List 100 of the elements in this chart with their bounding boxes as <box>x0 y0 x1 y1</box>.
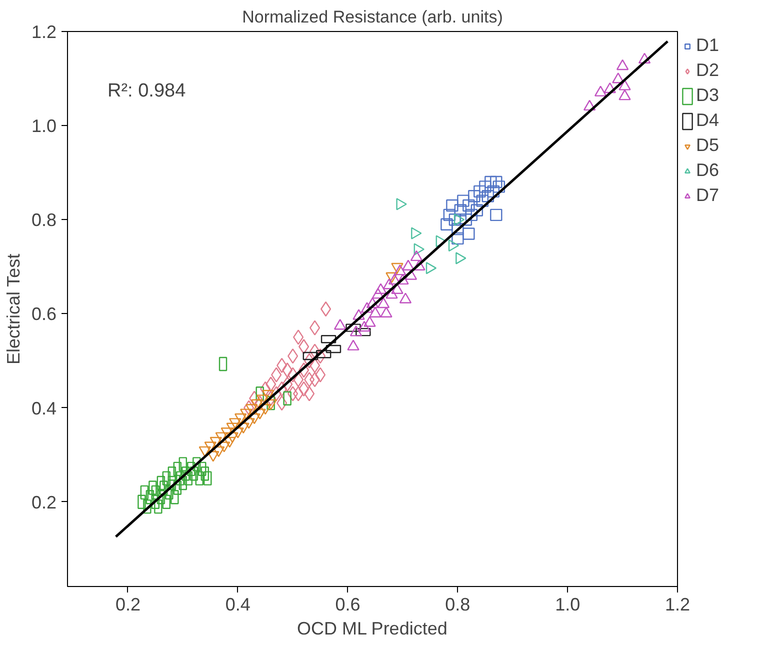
point <box>212 446 225 458</box>
point <box>394 264 406 276</box>
point <box>234 413 247 424</box>
point <box>315 367 326 382</box>
y-tick-label: 0.6 <box>31 304 57 324</box>
point <box>474 185 486 198</box>
point <box>242 418 255 429</box>
point <box>468 190 480 202</box>
point <box>248 413 260 424</box>
point <box>382 278 396 290</box>
x-tick-label: 0.2 <box>115 594 140 614</box>
point <box>360 302 374 313</box>
point <box>310 320 320 336</box>
point <box>391 283 404 294</box>
point <box>298 362 310 378</box>
point <box>377 297 390 308</box>
x-tick-label: 0.8 <box>445 594 470 614</box>
point <box>443 208 456 222</box>
point <box>310 344 320 359</box>
y-tick-label: 1.2 <box>31 22 57 42</box>
point <box>460 214 472 226</box>
point <box>232 428 244 438</box>
point <box>454 204 467 216</box>
legend-label: D4 <box>696 110 720 131</box>
legend-label: D2 <box>696 60 720 81</box>
point <box>262 390 274 401</box>
point <box>413 260 426 270</box>
point <box>487 185 500 198</box>
point <box>440 218 453 230</box>
point <box>479 180 492 193</box>
point <box>304 353 315 368</box>
point <box>366 297 379 308</box>
point <box>352 309 365 320</box>
point <box>465 208 478 222</box>
point <box>210 436 222 448</box>
point <box>293 386 304 402</box>
point <box>204 442 216 452</box>
x-axis-title: OCD ML Predicted <box>296 618 448 638</box>
point <box>259 404 272 415</box>
point <box>396 274 409 285</box>
point <box>448 214 462 226</box>
point <box>282 376 293 392</box>
point <box>396 198 407 210</box>
point <box>218 442 230 452</box>
point <box>246 404 258 415</box>
point <box>298 339 310 354</box>
point <box>288 386 298 402</box>
point <box>224 436 236 448</box>
point <box>198 446 211 458</box>
x-tick-label: 0.4 <box>225 594 250 614</box>
point <box>374 283 387 294</box>
point <box>282 362 293 378</box>
point <box>490 208 502 222</box>
y-axis-title: Electrical Test <box>3 254 24 365</box>
point <box>410 250 423 262</box>
point <box>254 408 266 420</box>
point <box>350 326 362 336</box>
legend-label: D6 <box>696 160 720 181</box>
point <box>229 418 242 429</box>
point <box>358 320 370 332</box>
y-tick-label: 1.0 <box>31 116 57 136</box>
point <box>207 451 220 462</box>
point <box>618 80 631 90</box>
point <box>249 390 260 406</box>
point <box>426 262 437 274</box>
legend-label: D5 <box>696 135 720 156</box>
x-tick-label: 0.6 <box>335 594 360 614</box>
point <box>616 59 629 70</box>
point <box>604 82 616 94</box>
y-tick-label: 0.4 <box>31 398 57 418</box>
legend-label: D1 <box>696 35 720 56</box>
chart-title: Normalized Resistance (arb. units) <box>242 8 503 26</box>
point <box>462 228 475 240</box>
x-tick-label: 1.2 <box>664 594 690 614</box>
point <box>612 72 624 84</box>
point <box>288 367 298 382</box>
point <box>470 204 484 216</box>
point <box>215 432 228 443</box>
point <box>490 176 502 188</box>
y-tick-label: 0.2 <box>31 492 57 512</box>
point <box>388 274 401 285</box>
point <box>372 288 384 299</box>
point <box>476 194 489 207</box>
point <box>364 316 376 327</box>
point <box>399 292 412 304</box>
point <box>462 199 475 212</box>
point <box>594 86 607 96</box>
point <box>454 214 465 226</box>
point <box>402 260 414 270</box>
x-tick-label: 1.0 <box>555 594 580 614</box>
point <box>237 422 250 434</box>
point <box>304 386 315 402</box>
legend-label: D3 <box>696 85 720 106</box>
point <box>618 89 631 100</box>
point <box>482 190 494 202</box>
point <box>256 394 269 406</box>
annotation: R²: 0.984 <box>108 80 186 102</box>
point <box>266 376 276 392</box>
point <box>452 232 464 245</box>
point <box>293 330 304 345</box>
